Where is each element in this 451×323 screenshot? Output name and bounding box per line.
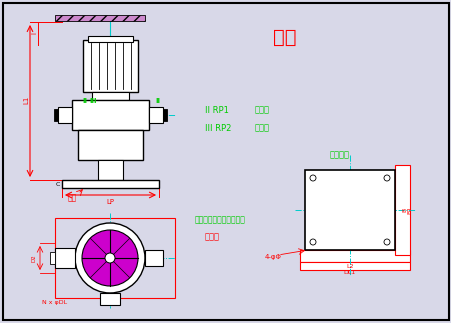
Text: 测压口: 测压口 bbox=[254, 106, 269, 114]
Circle shape bbox=[383, 239, 389, 245]
Bar bbox=[58, 107, 72, 123]
Bar bbox=[100, 293, 120, 305]
Text: L1: L1 bbox=[23, 96, 29, 104]
Circle shape bbox=[309, 239, 315, 245]
Bar bbox=[83, 40, 138, 92]
Circle shape bbox=[75, 223, 145, 293]
Text: 隔膜泵（隔膜垫）规格：: 隔膜泵（隔膜垫）规格： bbox=[194, 215, 245, 224]
Text: D2: D2 bbox=[32, 254, 37, 262]
Text: I: I bbox=[31, 32, 37, 34]
Text: II: II bbox=[82, 98, 87, 104]
Bar bbox=[92, 92, 129, 100]
Text: 排气口: 排气口 bbox=[254, 123, 269, 132]
Text: 型号: 型号 bbox=[273, 28, 296, 47]
Text: 隔膜垫: 隔膜垫 bbox=[205, 232, 220, 241]
Bar bbox=[72, 100, 149, 130]
Circle shape bbox=[309, 175, 315, 181]
Bar bbox=[145, 250, 163, 266]
Bar bbox=[149, 107, 163, 123]
Text: 底板尺寸: 底板尺寸 bbox=[329, 151, 349, 160]
Bar bbox=[62, 180, 159, 188]
Bar bbox=[299, 262, 409, 270]
Text: II: II bbox=[155, 98, 160, 104]
Circle shape bbox=[383, 175, 389, 181]
Text: L2: L2 bbox=[345, 264, 353, 268]
Bar bbox=[163, 109, 166, 121]
Bar bbox=[78, 130, 143, 160]
Bar bbox=[55, 218, 175, 298]
Text: LP: LP bbox=[106, 199, 114, 205]
Bar bbox=[394, 165, 409, 255]
Text: N x φDL: N x φDL bbox=[42, 300, 67, 305]
Text: II RP1: II RP1 bbox=[205, 106, 228, 114]
Text: DL1: DL1 bbox=[343, 269, 355, 275]
Text: C: C bbox=[55, 182, 60, 187]
Bar bbox=[55, 15, 145, 21]
Circle shape bbox=[105, 253, 115, 263]
Bar bbox=[55, 248, 75, 268]
Text: B: B bbox=[401, 208, 407, 212]
Text: III: III bbox=[89, 98, 96, 104]
Bar bbox=[299, 250, 409, 262]
Text: B1: B1 bbox=[407, 206, 412, 214]
Text: 底板: 底板 bbox=[68, 193, 77, 202]
Text: III RP2: III RP2 bbox=[205, 123, 231, 132]
Bar bbox=[88, 36, 133, 42]
Bar bbox=[54, 109, 58, 121]
Bar bbox=[50, 252, 55, 264]
Bar bbox=[304, 170, 394, 250]
Text: 4-φΦ: 4-φΦ bbox=[264, 254, 281, 260]
Circle shape bbox=[82, 230, 138, 286]
Bar bbox=[98, 160, 123, 180]
